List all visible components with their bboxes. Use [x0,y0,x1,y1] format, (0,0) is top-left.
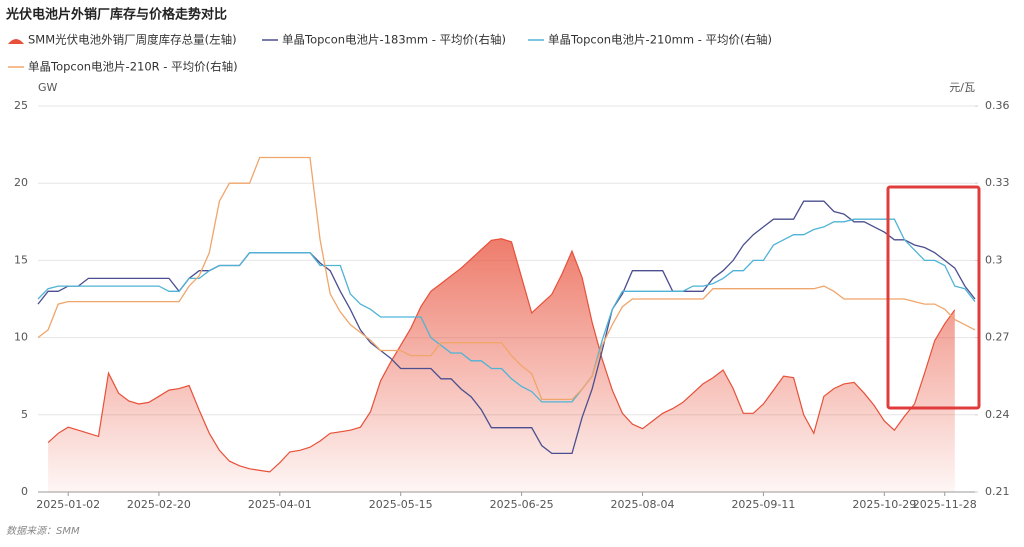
price-line [37,218,976,403]
legend-item: 单晶Topcon电池片-210mm - 平均价(右轴) [528,33,772,47]
x-tick-label: 2025-05-15 [369,498,433,511]
legend-swatch [8,39,24,44]
y2-tick-label: 0.33 [985,176,1010,189]
price-line [37,200,976,455]
y2-tick-label: 0.27 [985,331,1010,344]
x-tick-label: 2025-08-04 [611,498,675,511]
chart-title: 光伏电池片外销厂库存与价格走势对比 [5,7,227,23]
y2-axis-label: 元/瓦 [949,81,975,94]
source-note: 数据来源：SMM [6,525,80,537]
legend-label: 单晶Topcon电池片-210mm - 平均价(右轴) [548,33,772,47]
x-tick-label: 2025-02-20 [127,498,191,511]
y-tick-label: 15 [14,253,28,266]
plot-area: 0 5 10 15 20 25 0.21 0.24 0.27 0.3 0.33 0.36 2025-01… [14,99,1010,511]
x-tick-label: 2025-01-02 [36,498,100,511]
area-fill [48,238,955,492]
x-tick-label: 2025-09-11 [731,498,795,511]
y2-tick-label: 0.3 [985,253,1003,266]
x-tick-label: 2025-06-25 [490,498,554,511]
y-axis-label: GW [38,81,58,94]
legend-item: 单晶Topcon电池片-183mm - 平均价(右轴) [262,33,506,47]
y-tick-label: 0 [21,485,28,498]
highlight-box [886,185,981,410]
y2-tick-label: 0.36 [985,99,1010,112]
x-tick-label: 2025-04-01 [248,498,312,511]
y-tick-label: 10 [14,331,28,344]
legend-label: SMM光伏电池外销厂周度库存总量(左轴) [28,33,237,47]
area-line [47,238,956,473]
x-tick-label: 2025-11-28 [913,498,977,511]
legend-item: SMM光伏电池外销厂周度库存总量(左轴) [8,33,237,47]
y2-tick-label: 0.24 [985,408,1010,421]
x-tick-label: 2025-10-29 [852,498,916,511]
legend-item: 单晶Topcon电池片-210R - 平均价(右轴) [8,60,238,74]
y-tick-label: 5 [21,408,28,421]
y-tick-label: 20 [14,176,28,189]
legend-label: 单晶Topcon电池片-183mm - 平均价(右轴) [282,33,506,47]
price-line [37,156,976,401]
y-tick-label: 25 [14,99,28,112]
y2-tick-label: 0.21 [985,485,1010,498]
legend-label: 单晶Topcon电池片-210R - 平均价(右轴) [28,60,238,74]
